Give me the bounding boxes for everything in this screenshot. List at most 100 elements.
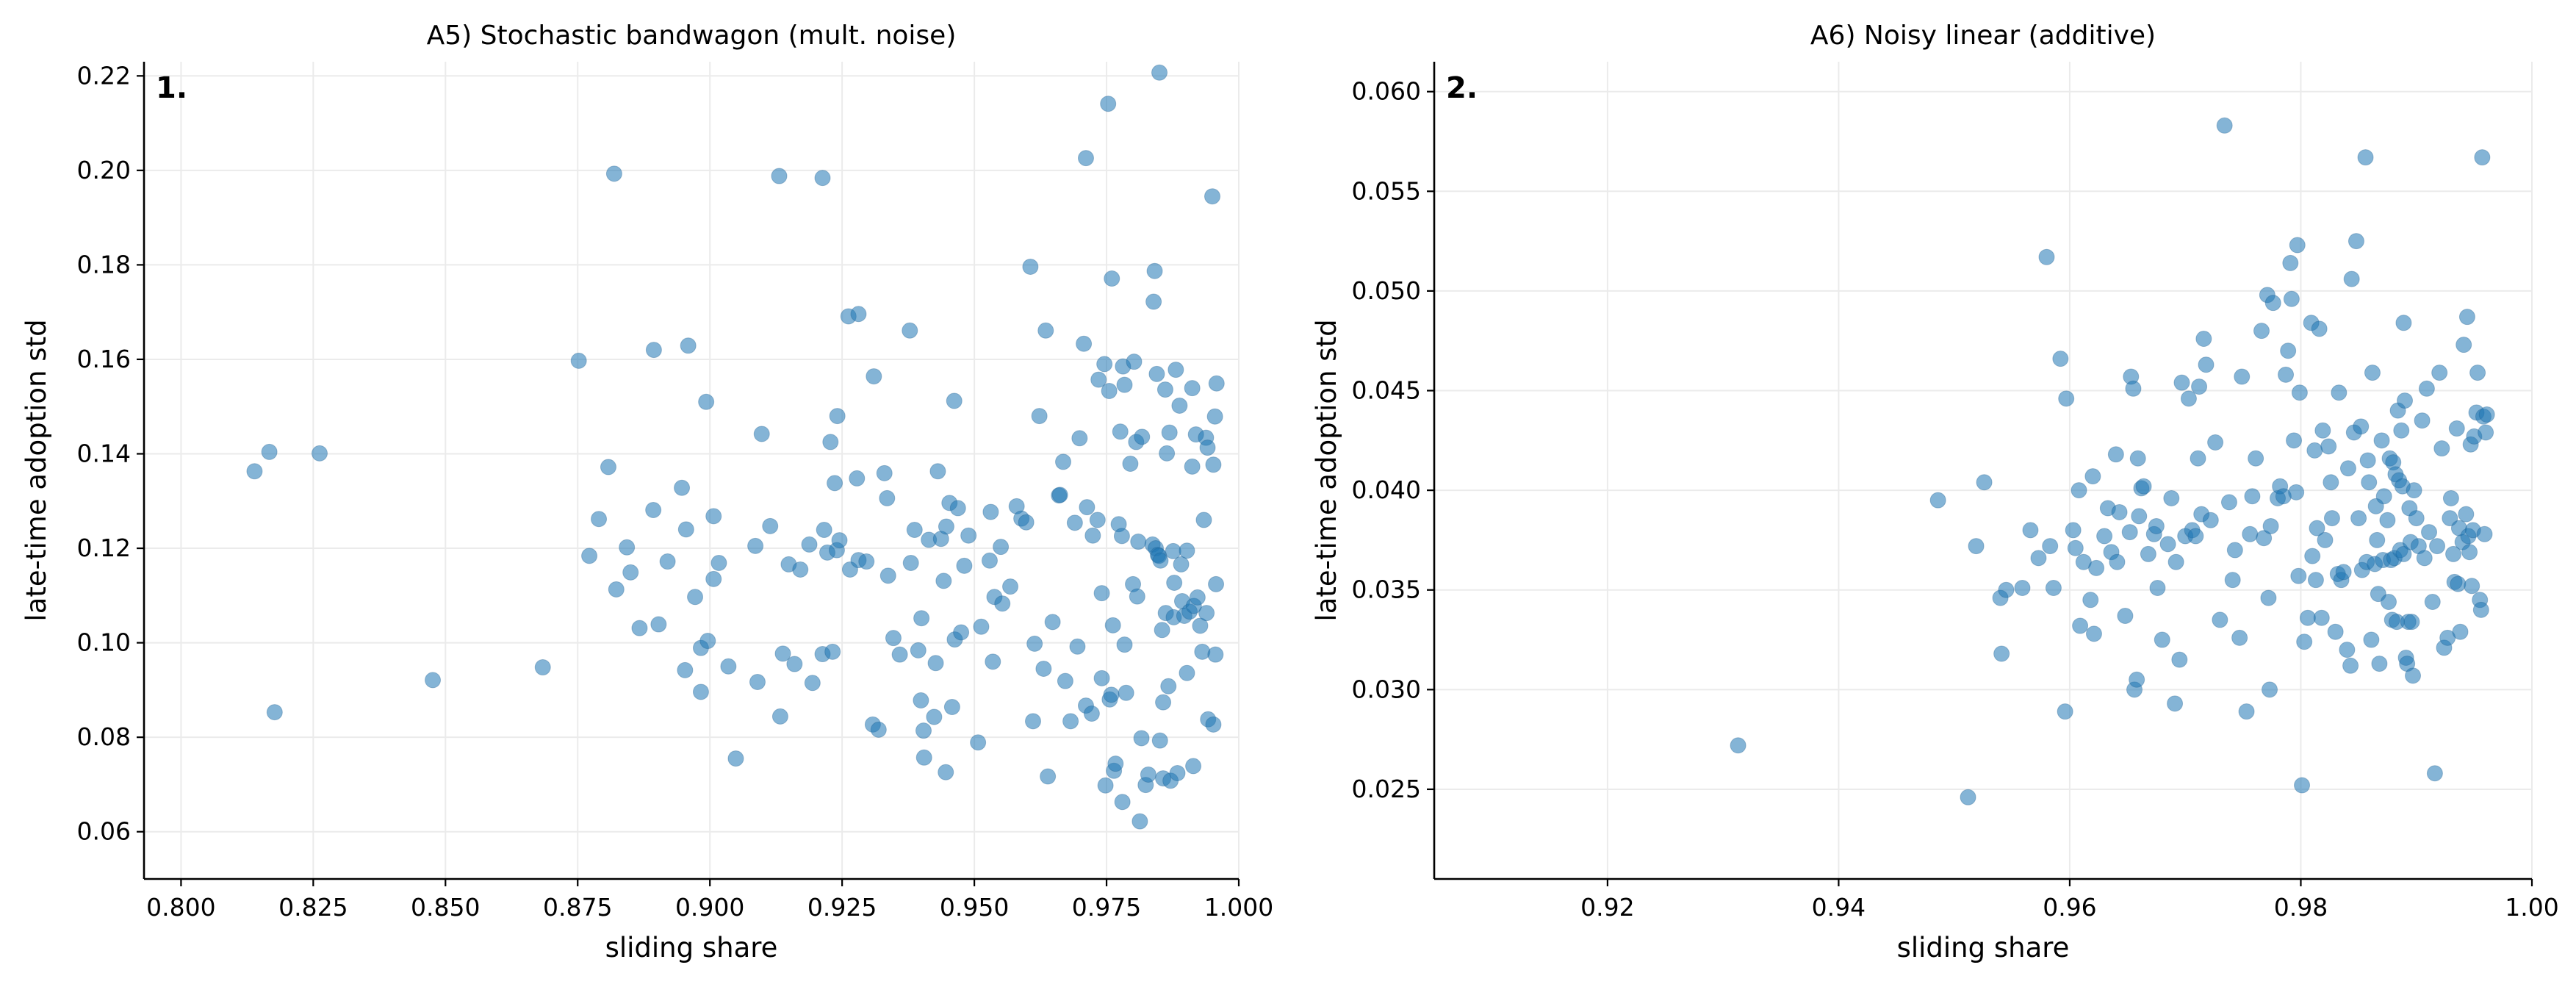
scatter-point: [680, 337, 697, 354]
scatter-point: [2393, 422, 2410, 439]
x-tick-label: 0.900: [675, 893, 744, 922]
scatter-point: [2456, 337, 2472, 353]
scatter-point: [858, 553, 875, 570]
scatter-point: [2317, 531, 2334, 548]
scatter-point: [2306, 442, 2323, 459]
scatter-point: [1118, 684, 1134, 701]
scatter-point: [949, 500, 966, 517]
scatter-point: [1089, 512, 1106, 528]
scatter-point: [2085, 625, 2102, 642]
scatter-point: [2260, 589, 2277, 606]
scatter-point: [619, 539, 636, 556]
scatter-point: [993, 539, 1010, 556]
scatter-point: [2171, 651, 2188, 668]
scatter-point: [2280, 342, 2297, 359]
scatter-point: [1057, 672, 1073, 689]
scatter-point: [2320, 438, 2337, 455]
scatter-point: [2256, 530, 2273, 547]
scatter-point: [720, 658, 737, 675]
scatter-point: [2045, 580, 2062, 597]
scatter-point: [2309, 520, 2325, 536]
scatter-point: [2111, 503, 2128, 520]
scatter-point: [2363, 631, 2380, 648]
scatter-point: [906, 521, 923, 538]
scatter-point: [1130, 534, 1147, 550]
scatter-point: [1104, 270, 1120, 287]
scatter-point: [2429, 538, 2446, 555]
scatter-point: [1116, 636, 1133, 653]
scatter-point: [2129, 671, 2145, 688]
scatter-point: [534, 659, 551, 676]
scatter-point: [1998, 581, 2015, 598]
scatter-point: [2072, 617, 2089, 634]
scatter-point: [913, 610, 930, 627]
scatter-point: [2331, 384, 2347, 401]
scatter-point: [2154, 631, 2170, 648]
scatter-point: [2278, 366, 2295, 383]
axis-ticks: 0.92 0.94 0.96 0.98 1.00 0.025 0.030 0.035 0.040…: [1352, 77, 2559, 922]
scatter-point: [2474, 149, 2491, 166]
scatter-point: [2442, 510, 2458, 527]
scatter-point: [981, 552, 998, 569]
scatter-point: [829, 408, 846, 425]
scatter-point: [913, 692, 929, 709]
scatter-point: [645, 501, 662, 518]
scatter-point: [605, 165, 622, 182]
scatter-point: [2307, 572, 2324, 589]
scatter-point: [2163, 489, 2180, 506]
scatter-point: [814, 170, 831, 187]
y-tick-label: 0.055: [1352, 176, 1421, 205]
scatter-point: [246, 463, 263, 480]
scatter-point: [2038, 248, 2055, 265]
scatter-point: [1207, 646, 1224, 663]
scatter-point: [902, 322, 918, 339]
scatter-point: [645, 342, 662, 359]
scatter-point: [926, 708, 943, 725]
scatter-point: [771, 708, 788, 725]
scatter-point: [2439, 629, 2456, 646]
scatter-point: [902, 554, 919, 571]
scatter-point: [2286, 432, 2303, 449]
scatter-point: [1194, 643, 1211, 660]
scatter-point: [1096, 356, 1113, 373]
y-tick-label: 0.060: [1352, 77, 1421, 106]
scatter-point: [816, 521, 832, 538]
scatter-point: [2416, 550, 2433, 567]
scatter-point: [2070, 482, 2087, 499]
scatter-point: [1184, 458, 1201, 475]
scatter-point: [1093, 585, 1110, 602]
y-tick-label: 0.08: [77, 722, 131, 751]
scatter-point: [1140, 766, 1156, 783]
scatter-point: [1206, 408, 1223, 425]
scatter-point: [1077, 150, 1094, 167]
scatter-point: [2289, 237, 2306, 254]
scatter-point: [2472, 601, 2489, 618]
scatter-point: [677, 661, 694, 678]
scatter-point: [774, 645, 791, 662]
scatter-point: [2433, 440, 2450, 457]
grid-lines: [1434, 62, 2533, 879]
scatter-point: [1151, 64, 1168, 81]
y-tick-label: 0.06: [77, 817, 131, 846]
scatter-point: [985, 653, 1001, 670]
scatter-point: [2327, 623, 2344, 640]
scatter-point: [2403, 614, 2420, 631]
panel-tag: 1.: [156, 71, 187, 105]
scatter-point: [266, 704, 283, 721]
scatter-point: [970, 734, 987, 751]
scatter-point: [2421, 524, 2438, 541]
scatter-point: [1122, 456, 1139, 473]
scatter-point: [2426, 765, 2443, 782]
scatter-point: [2304, 548, 2321, 564]
scatter-point: [2129, 450, 2146, 467]
scatter-point: [1044, 614, 1061, 631]
scatter-point: [1146, 262, 1163, 279]
scatter-point: [1154, 622, 1170, 639]
scatter-point: [2323, 510, 2340, 527]
scatter-point: [1055, 453, 1072, 470]
scatter-point: [622, 564, 639, 581]
scatter-point: [762, 517, 779, 534]
scatter-point: [885, 630, 902, 647]
scatter-point: [2058, 390, 2075, 407]
scatter-point: [2057, 703, 2073, 720]
